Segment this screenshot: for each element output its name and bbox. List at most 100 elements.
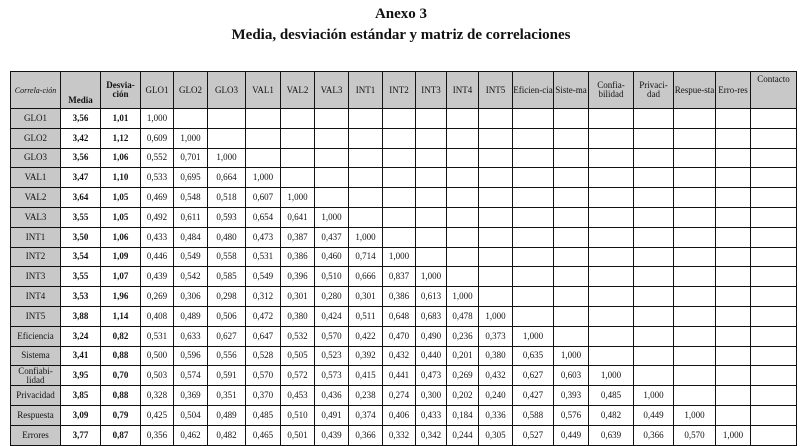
correlation-cell: 0,837 <box>382 266 416 288</box>
empty-cell <box>382 167 416 189</box>
empty-cell <box>512 167 554 189</box>
mean-cell: 3,88 <box>60 305 101 327</box>
row-label: INT4 <box>10 286 61 307</box>
empty-cell <box>478 187 513 208</box>
empty-cell <box>415 167 447 189</box>
empty-cell <box>382 206 416 228</box>
mean-cell: 3,55 <box>60 266 101 288</box>
std-dev-cell: 1,09 <box>100 246 141 268</box>
table-row: Errores 3,77 0,87 0,356 0,462 0,482 0,465 0,501… <box>10 424 797 446</box>
table-row: INT5 3,88 1,14 0,408 0,489 0,506 0,472 0,380 0,4… <box>10 305 797 327</box>
std-dev-cell: 1,05 <box>100 187 141 208</box>
correlation-cell: 0,328 <box>140 385 174 406</box>
empty-cell <box>446 266 479 288</box>
empty-cell <box>314 167 349 189</box>
empty-cell <box>633 108 674 129</box>
empty-cell <box>673 305 716 327</box>
correlation-cell: 1,000 <box>314 206 349 228</box>
empty-cell <box>348 108 383 129</box>
correlation-cell: 0,639 <box>588 424 634 446</box>
empty-cell <box>750 246 797 268</box>
correlation-cell: 0,465 <box>245 424 281 446</box>
correlation-cell: 1,000 <box>245 167 281 189</box>
empty-cell <box>553 286 589 307</box>
column-header: Privaci-dad <box>633 71 674 109</box>
std-dev-cell: 0,88 <box>100 345 141 367</box>
correlation-cell: 0,427 <box>512 385 554 406</box>
empty-cell <box>446 167 479 189</box>
empty-cell <box>446 147 479 169</box>
correlation-cell: 0,312 <box>245 286 281 307</box>
correlation-cell: 1,000 <box>512 325 554 347</box>
empty-cell <box>415 147 447 169</box>
correlation-cell: 0,627 <box>207 325 246 347</box>
std-dev-cell: 1,10 <box>100 167 141 189</box>
correlation-cell: 0,500 <box>140 345 174 367</box>
empty-cell <box>633 226 674 248</box>
empty-cell <box>588 246 634 268</box>
empty-cell <box>314 108 349 129</box>
row-label: Confiabi-lidad <box>10 365 61 387</box>
correlation-cell: 0,472 <box>245 305 281 327</box>
correlation-cell: 0,489 <box>173 305 208 327</box>
empty-cell <box>553 305 589 327</box>
correlation-cell: 0,596 <box>173 345 208 367</box>
empty-cell <box>673 167 716 189</box>
empty-cell <box>715 108 751 129</box>
empty-cell <box>715 147 751 169</box>
table-row: VAL3 3,55 1,05 0,492 0,611 0,593 0,654 0,641 1,0… <box>10 206 797 228</box>
empty-cell <box>715 246 751 268</box>
correlation-cell: 1,000 <box>173 127 208 149</box>
correlation-cell: 0,473 <box>245 226 281 248</box>
empty-cell <box>633 365 674 387</box>
empty-cell <box>512 246 554 268</box>
mean-cell: 3,42 <box>60 127 101 149</box>
mean-cell: 3,55 <box>60 206 101 228</box>
correlation-cell: 0,374 <box>348 404 383 426</box>
std-dev-cell: 0,82 <box>100 325 141 347</box>
empty-cell <box>478 108 513 129</box>
empty-cell <box>673 187 716 208</box>
std-dev-cell: 1,05 <box>100 206 141 228</box>
empty-cell <box>673 345 716 367</box>
empty-cell <box>715 325 751 347</box>
empty-cell <box>588 108 634 129</box>
empty-cell <box>633 305 674 327</box>
correlation-cell: 0,593 <box>207 206 246 228</box>
mean-cell: 3,77 <box>60 424 101 446</box>
empty-cell <box>750 286 797 307</box>
table-row: GLO3 3,56 1,06 0,552 0,701 1,000 <box>10 147 797 169</box>
correlation-cell: 0,588 <box>512 404 554 426</box>
correlation-cell: 0,528 <box>245 345 281 367</box>
correlation-cell: 0,556 <box>207 345 246 367</box>
empty-cell <box>750 325 797 347</box>
mean-cell: 3,54 <box>60 246 101 268</box>
empty-cell <box>633 187 674 208</box>
empty-cell <box>348 127 383 149</box>
correlation-cell: 0,408 <box>140 305 174 327</box>
correlation-cell: 0,572 <box>280 365 315 387</box>
correlation-cell: 0,505 <box>280 345 315 367</box>
empty-cell <box>512 226 554 248</box>
empty-cell <box>673 365 716 387</box>
row-label: GLO1 <box>10 108 61 129</box>
empty-cell <box>415 127 447 149</box>
correlation-cell: 1,000 <box>633 385 674 406</box>
empty-cell <box>633 246 674 268</box>
table-row: Respuesta 3,09 0,79 0,425 0,504 0,489 0,485 0,5… <box>10 404 797 426</box>
correlation-cell: 0,393 <box>553 385 589 406</box>
empty-cell <box>673 226 716 248</box>
correlation-cell: 0,332 <box>382 424 416 446</box>
empty-cell <box>446 127 479 149</box>
table-row: Privacidad 3,85 0,88 0,328 0,369 0,351 0,370 0,… <box>10 385 797 406</box>
correlation-cell: 0,432 <box>382 345 416 367</box>
table-row: INT3 3,55 1,07 0,439 0,542 0,585 0,549 0,396 0,5… <box>10 266 797 288</box>
std-dev-cell: 1,06 <box>100 226 141 248</box>
row-label: INT1 <box>10 226 61 248</box>
correlation-cell: 0,373 <box>478 325 513 347</box>
correlation-cell: 0,570 <box>673 424 716 446</box>
correlation-cell: 0,603 <box>553 365 589 387</box>
table-caption: Media, desviación estándar y matriz de c… <box>231 27 571 43</box>
empty-cell <box>588 345 634 367</box>
empty-cell <box>588 266 634 288</box>
